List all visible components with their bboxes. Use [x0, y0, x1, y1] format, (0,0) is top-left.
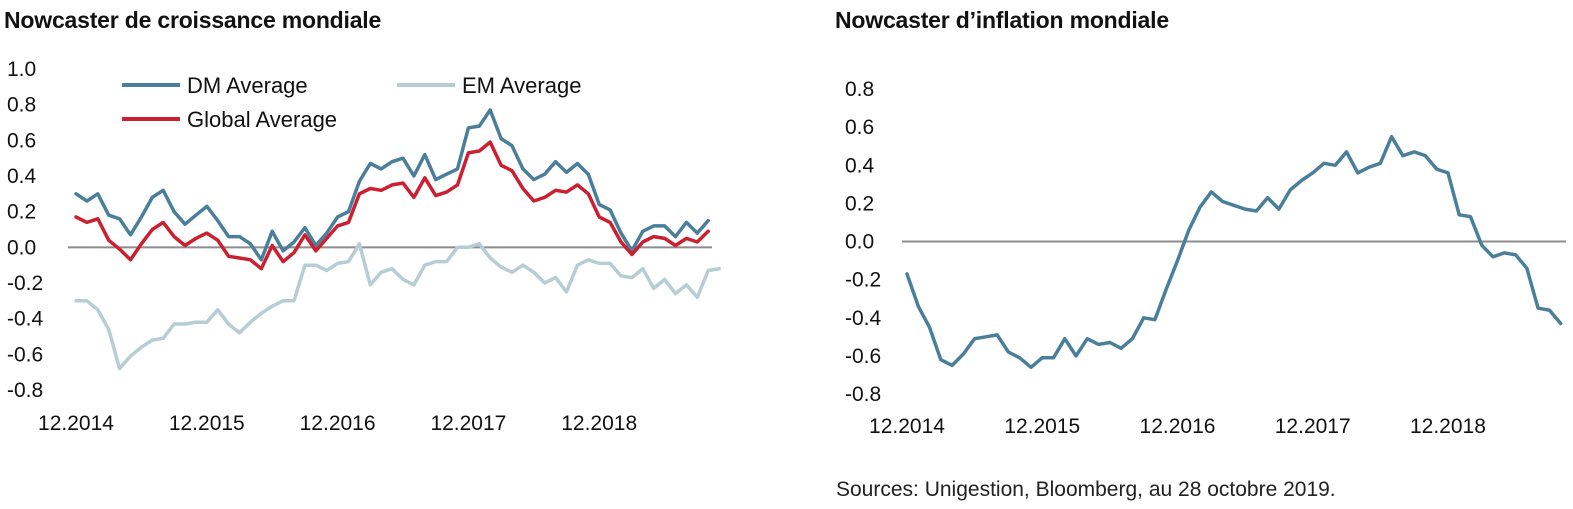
growth-y-tick-label: 0.8	[7, 94, 36, 117]
growth-chart: 1.0 0.8 0.6 0.4 0.2 0.0 -0.2 -0.4 -0.6 -0.8 12.201…	[7, 58, 721, 435]
growth-y-tick-label: 1.0	[7, 58, 36, 81]
growth-series-line-dm-average	[74, 108, 710, 262]
inflation-chart-title: Nowcaster d’inflation mondiale	[835, 7, 1169, 33]
inflation-y-tick-label: 0.0	[845, 231, 874, 254]
inflation-y-tick-label: -0.8	[845, 383, 881, 406]
inflation-y-tick-label: 0.6	[845, 116, 874, 139]
growth-y-tick-label: 0.6	[7, 129, 36, 152]
growth-y-tick-label: 0.4	[7, 165, 37, 188]
inflation-y-tick-label: -0.2	[845, 269, 881, 292]
growth-x-tick-label: 12.2016	[300, 412, 376, 435]
growth-x-tick-label: 12.2018	[561, 412, 637, 435]
growth-y-tick-label: 0.0	[7, 236, 36, 259]
legend-label-global-average: Global Average	[187, 107, 337, 132]
growth-series-line-em-average	[74, 242, 721, 371]
inflation-x-tick-label: 12.2017	[1275, 415, 1351, 438]
growth-y-tick-label: -0.8	[7, 379, 43, 402]
inflation-chart: 0.8 0.6 0.4 0.2 0.0 -0.2 -0.4 -0.6 -0.8 12.2014 12…	[845, 78, 1566, 438]
inflation-y-tick-label: 0.4	[845, 154, 875, 177]
inflation-y-tick-label: 0.8	[845, 78, 874, 101]
growth-series-line-global-average	[74, 140, 710, 271]
growth-chart-title: Nowcaster de croissance mondiale	[4, 7, 382, 33]
growth-x-tick-label: 12.2017	[430, 412, 506, 435]
growth-y-tick-label: -0.2	[7, 272, 43, 295]
legend-label-dm-average: DM Average	[187, 73, 308, 98]
inflation-x-tick-label: 12.2014	[869, 415, 945, 438]
legend-label-em-average: EM Average	[462, 73, 581, 98]
growth-x-tick-label: 12.2014	[38, 412, 114, 435]
inflation-series-line-series	[905, 134, 1563, 370]
inflation-x-tick-label: 12.2018	[1410, 415, 1486, 438]
growth-y-tick-label: 0.2	[7, 201, 36, 224]
inflation-x-tick-label: 12.2016	[1140, 415, 1216, 438]
inflation-y-tick-label: -0.6	[845, 345, 881, 368]
growth-y-tick-label: -0.6	[7, 343, 43, 366]
inflation-y-tick-label: 0.2	[845, 192, 874, 215]
growth-x-tick-label: 12.2015	[169, 412, 245, 435]
growth-y-tick-label: -0.4	[7, 308, 44, 331]
source-note: Sources: Unigestion, Bloomberg, au 28 oc…	[836, 478, 1336, 501]
inflation-y-tick-label: -0.4	[845, 307, 882, 330]
inflation-x-tick-label: 12.2015	[1004, 415, 1080, 438]
